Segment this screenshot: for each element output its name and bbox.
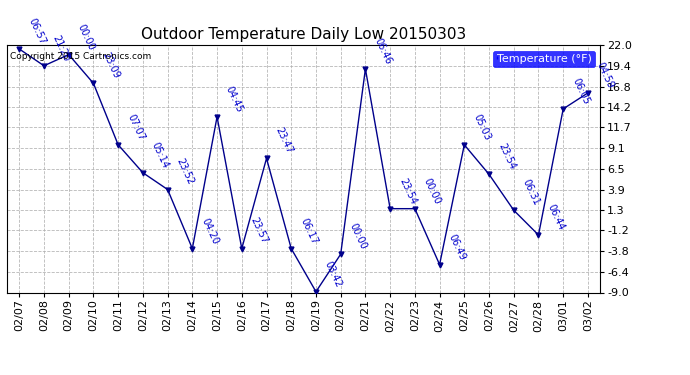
Text: 06:49: 06:49 <box>446 232 467 262</box>
Text: 23:54: 23:54 <box>496 142 517 171</box>
Text: 03:42: 03:42 <box>323 260 344 289</box>
Text: 21:20: 21:20 <box>51 33 72 63</box>
Text: Copyright 2015 Cartronics.com: Copyright 2015 Cartronics.com <box>10 53 151 62</box>
Text: 04:59: 04:59 <box>595 61 615 90</box>
Text: 00:00: 00:00 <box>76 22 97 52</box>
Text: 06:46: 06:46 <box>373 37 393 66</box>
Text: 05:03: 05:03 <box>471 112 492 142</box>
Text: 23:54: 23:54 <box>397 176 418 206</box>
Text: 05:14: 05:14 <box>150 141 170 170</box>
Text: 23:52: 23:52 <box>175 157 195 187</box>
Text: 04:45: 04:45 <box>224 85 245 114</box>
Legend: Temperature (°F): Temperature (°F) <box>493 51 595 67</box>
Text: 07:07: 07:07 <box>125 112 146 142</box>
Text: 23:47: 23:47 <box>273 126 295 156</box>
Text: 00:00: 00:00 <box>422 177 442 206</box>
Title: Outdoor Temperature Daily Low 20150303: Outdoor Temperature Daily Low 20150303 <box>141 27 466 42</box>
Text: 23:57: 23:57 <box>248 216 270 246</box>
Text: 00:00: 00:00 <box>348 222 368 251</box>
Text: 06:44: 06:44 <box>545 203 566 232</box>
Text: 06:31: 06:31 <box>521 178 542 207</box>
Text: 06:57: 06:57 <box>26 16 47 46</box>
Text: 06:05: 06:05 <box>570 76 591 106</box>
Text: 23:09: 23:09 <box>100 51 121 81</box>
Text: 06:17: 06:17 <box>298 216 319 246</box>
Text: 04:20: 04:20 <box>199 216 220 246</box>
